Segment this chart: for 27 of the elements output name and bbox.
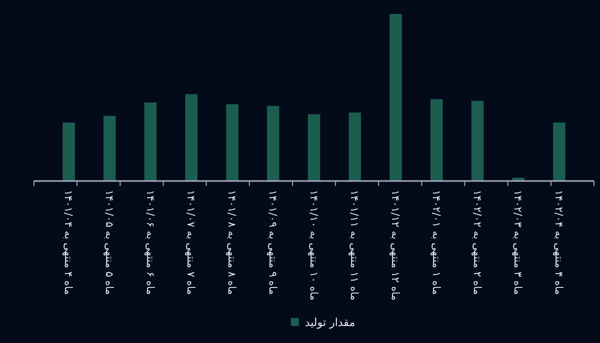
x-tick-label: ماه ۱۲ منتهی به ۱۴۰۱/۱۲ xyxy=(389,190,402,300)
bar xyxy=(348,112,362,181)
x-tick-label: ماه ۲ منتهی به ۱۴۰۲/۰۲ xyxy=(470,190,483,295)
x-tick-label: ماه ۱۱ منتهی به ۱۴۰۱/۱۱ xyxy=(348,190,360,300)
bar xyxy=(103,116,116,181)
bar xyxy=(553,122,566,181)
bar xyxy=(430,99,443,181)
x-tick-label: ماه ۸ منتهی به ۱۴۰۱/۰۸ xyxy=(226,190,238,295)
x-tick-label: ماه ۶ منتهی به ۱۴۰۱/۰۶ xyxy=(144,190,156,295)
bar xyxy=(226,104,238,181)
bar xyxy=(390,14,402,181)
legend-label: مقدار تولید xyxy=(304,316,356,329)
x-tick-label: ماه ۹ منتهی به ۱۴۰۱/۰۹ xyxy=(266,190,278,295)
x-tick-label: ماه ۷ منتهی به ۱۴۰۱/۰۷ xyxy=(184,190,197,295)
bar xyxy=(266,106,280,181)
x-tick-label: ماه ۱۰ منتهی به ۱۴۰۱/۱۰ xyxy=(307,190,320,300)
x-tick-label: ماه ۱ منتهی به ۱۴۰۲/۰۱ xyxy=(430,190,442,295)
bar xyxy=(62,122,75,181)
x-tick-label: ماه ۴ منتهی به ۱۴۰۱/۰۴ xyxy=(62,190,74,295)
x-tick-label: ماه ۳ منتهی به ۱۴۰۲/۰۳ xyxy=(512,190,524,295)
bar xyxy=(471,100,484,181)
bar xyxy=(308,114,320,181)
bar xyxy=(144,102,157,181)
bar xyxy=(185,94,198,181)
x-tick-label: ماه ۴ منتهی به ۱۴۰۲/۰۴ xyxy=(552,190,565,295)
bar xyxy=(512,178,525,181)
x-tick-label: ماه ۵ منتهی به ۱۴۰۱/۰۵ xyxy=(102,190,115,295)
